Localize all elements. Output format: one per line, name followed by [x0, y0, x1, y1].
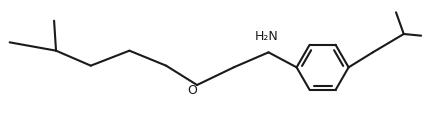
Text: O: O [187, 83, 197, 96]
Text: H₂N: H₂N [255, 30, 278, 43]
